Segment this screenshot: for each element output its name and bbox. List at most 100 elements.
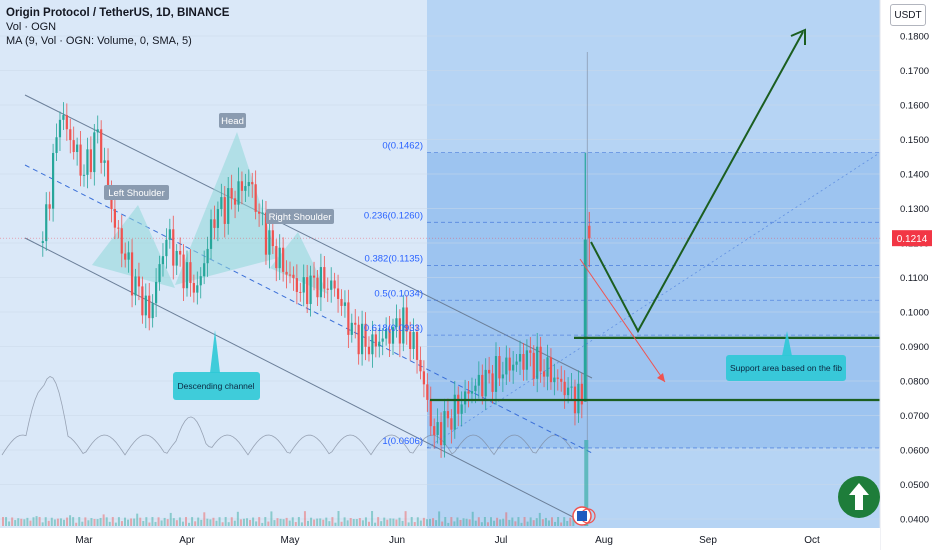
candle-body [130, 252, 134, 296]
volume-bar [465, 518, 468, 526]
candle-body [388, 328, 391, 344]
volume-bar [185, 517, 187, 526]
candle-body [415, 332, 419, 360]
candle-body [371, 334, 374, 355]
volume-bar [255, 521, 258, 526]
candle-body [426, 384, 429, 400]
candle-body [199, 276, 202, 286]
currency-badge[interactable]: USDT [890, 4, 926, 26]
volume-bar [450, 517, 453, 526]
volume-bar [59, 518, 62, 526]
volume-bar [221, 522, 224, 526]
volume-bar [188, 522, 191, 526]
price-tick-label: 0.1100 [900, 273, 928, 284]
volume-bar [148, 522, 151, 526]
volume-bar [23, 519, 26, 526]
month-tick-label: Oct [804, 535, 820, 546]
volume-bar [172, 518, 175, 526]
candle-body [62, 115, 65, 120]
volume-bar [483, 517, 486, 526]
volume-bar [44, 517, 47, 526]
volume-bar [261, 522, 264, 526]
volume-bar [398, 517, 401, 526]
candle-body [536, 346, 539, 379]
volume-bar [468, 519, 471, 526]
left-shoulder-label-text: Left Shoulder [108, 188, 165, 199]
candle-body [498, 356, 501, 379]
candle-body [494, 356, 498, 392]
volume-bar [249, 519, 252, 526]
candle-body [82, 174, 86, 176]
volume-bar [554, 521, 557, 526]
candle-body [86, 149, 89, 175]
candle-body [460, 404, 463, 414]
candle-body [374, 334, 377, 347]
candle-body [398, 318, 401, 344]
candle-body [295, 278, 298, 292]
candle-body [542, 371, 546, 377]
candle-body [549, 357, 553, 383]
fib-level-label: 0(0.1462) [382, 141, 423, 152]
candle-body [52, 152, 55, 209]
candle-body [72, 140, 75, 153]
candle-body [402, 307, 405, 344]
volume-bar [523, 517, 526, 526]
candle-body [185, 262, 189, 289]
volume-bar [233, 520, 236, 526]
candle-body [343, 302, 347, 306]
volume-bar [325, 517, 328, 526]
volume-bar [175, 520, 178, 526]
volume-bar [29, 520, 32, 526]
volume-bar [407, 522, 410, 526]
volume-bar [529, 517, 532, 526]
candle-body [127, 252, 130, 260]
candle-body [354, 322, 357, 325]
volume-bar [5, 517, 8, 526]
volume-bar [371, 511, 374, 526]
volume-bar [526, 521, 529, 526]
volume-bar [145, 517, 148, 526]
volume-bar [541, 519, 544, 526]
volume-bar [551, 517, 553, 526]
volume-bar [389, 518, 392, 526]
candle-body [333, 280, 336, 289]
volume-bar [285, 517, 288, 526]
candle-body [155, 281, 158, 304]
volume-bar [456, 517, 459, 526]
candle-body [227, 188, 230, 224]
candle-body [525, 350, 528, 370]
volume-bar [471, 511, 474, 526]
candle-body [213, 219, 216, 228]
volume-bar [224, 517, 227, 526]
volume-bar [459, 519, 462, 526]
candle-body [100, 129, 103, 163]
volume-bar [477, 517, 480, 526]
month-tick-label: Aug [595, 535, 613, 546]
volume-bar [410, 517, 413, 526]
volume-bar [288, 520, 291, 526]
candle-body [316, 277, 319, 298]
volume-bar [136, 513, 139, 526]
volume-bar [419, 520, 422, 526]
candle-body [491, 373, 494, 392]
candle-body [546, 357, 549, 377]
volume-bar [535, 518, 538, 526]
candle-body [501, 374, 504, 379]
volume-bar [215, 520, 218, 526]
volume-bar [267, 521, 270, 526]
green-projection-path [590, 31, 804, 334]
candle-body [405, 307, 408, 332]
volume-bar [47, 520, 50, 526]
candle-body [137, 276, 141, 287]
candle-body [464, 391, 467, 405]
candle-body [89, 149, 92, 173]
volume-bar [331, 517, 334, 526]
candle-body [48, 204, 51, 209]
price-tick-label: 0.1500 [900, 135, 929, 146]
volume-bar [377, 517, 380, 526]
candle-body [58, 119, 62, 138]
price-tick-label: 0.0700 [900, 411, 929, 422]
volume-bar [197, 517, 200, 526]
volume-bar [133, 518, 136, 526]
